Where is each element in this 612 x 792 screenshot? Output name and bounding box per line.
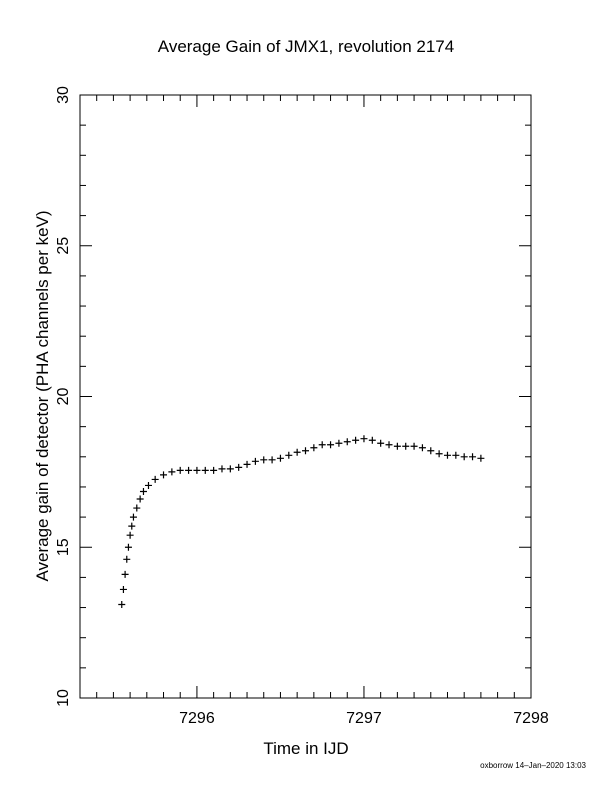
data-point (126, 531, 134, 539)
data-series (118, 435, 485, 609)
y-axis-label: Average gain of detector (PHA channels p… (33, 210, 52, 581)
chart-title: Average Gain of JMX1, revolution 2174 (158, 37, 454, 56)
data-point (226, 465, 234, 473)
data-point (176, 466, 184, 474)
data-point (293, 448, 301, 456)
y-tick-label: 10 (55, 689, 72, 707)
data-point (343, 438, 351, 446)
x-tick-label: 7296 (179, 710, 215, 727)
data-point (368, 436, 376, 444)
data-point (251, 457, 259, 465)
data-point (119, 585, 127, 593)
data-point (469, 453, 477, 461)
data-point (393, 442, 401, 450)
y-tick-label: 25 (55, 237, 72, 255)
data-point (460, 453, 468, 461)
x-axis-label: Time in IJD (263, 739, 348, 758)
data-point (318, 441, 326, 449)
data-point (139, 487, 147, 495)
data-point (452, 451, 460, 459)
data-point (124, 543, 132, 551)
data-point (302, 447, 309, 455)
data-point (443, 451, 451, 459)
data-point (144, 481, 152, 489)
data-point (327, 441, 335, 449)
data-point (477, 454, 485, 462)
data-point (193, 466, 201, 474)
data-point (385, 441, 393, 449)
data-point (128, 522, 136, 530)
data-point (377, 439, 385, 447)
data-point (276, 454, 284, 462)
x-tick-label: 7297 (346, 710, 382, 727)
data-point (133, 504, 141, 512)
plot-frame (79, 94, 532, 699)
data-point (151, 475, 159, 483)
data-point (185, 466, 193, 474)
axis-tick-labels: 7296 7297 7298 10 15 20 25 30 (55, 86, 549, 727)
data-point (121, 570, 129, 578)
data-point (243, 460, 251, 468)
data-point (235, 463, 243, 471)
data-point (123, 555, 131, 563)
data-point (210, 466, 218, 474)
data-point (410, 442, 418, 450)
data-point (201, 466, 209, 474)
data-point (285, 451, 293, 459)
data-point (427, 447, 435, 455)
data-point (360, 435, 368, 443)
data-point (402, 442, 410, 450)
x-tick-label: 7298 (513, 710, 549, 727)
data-point (268, 456, 276, 464)
data-point (218, 465, 226, 473)
data-point (168, 468, 176, 476)
data-point (260, 456, 268, 464)
data-point (352, 436, 360, 444)
axis-ticks (80, 94, 532, 699)
data-point (129, 513, 137, 521)
data-point (418, 444, 426, 452)
data-point (435, 450, 443, 458)
y-tick-label: 30 (55, 86, 72, 104)
data-point (310, 444, 318, 452)
footer-stamp: oxborrow 14–Jan–2020 13:03 (480, 761, 586, 770)
data-point (136, 495, 144, 503)
data-point (335, 439, 343, 447)
data-point (160, 471, 168, 479)
data-point (118, 601, 126, 609)
y-tick-label: 20 (55, 388, 72, 406)
y-tick-label: 15 (55, 538, 72, 556)
